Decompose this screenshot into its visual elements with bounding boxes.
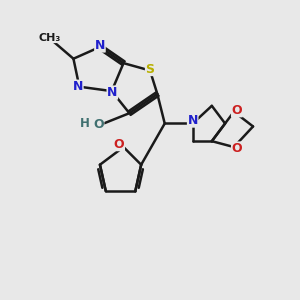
- Text: O: O: [93, 118, 104, 131]
- Text: N: N: [188, 114, 198, 127]
- Text: CH₃: CH₃: [39, 32, 61, 43]
- Text: N: N: [95, 39, 105, 52]
- Text: O: O: [232, 104, 242, 117]
- Text: N: N: [73, 80, 83, 93]
- Text: O: O: [114, 138, 124, 151]
- Text: N: N: [107, 86, 118, 99]
- Text: O: O: [232, 142, 242, 155]
- Text: H: H: [80, 117, 90, 130]
- Text: S: S: [146, 62, 154, 76]
